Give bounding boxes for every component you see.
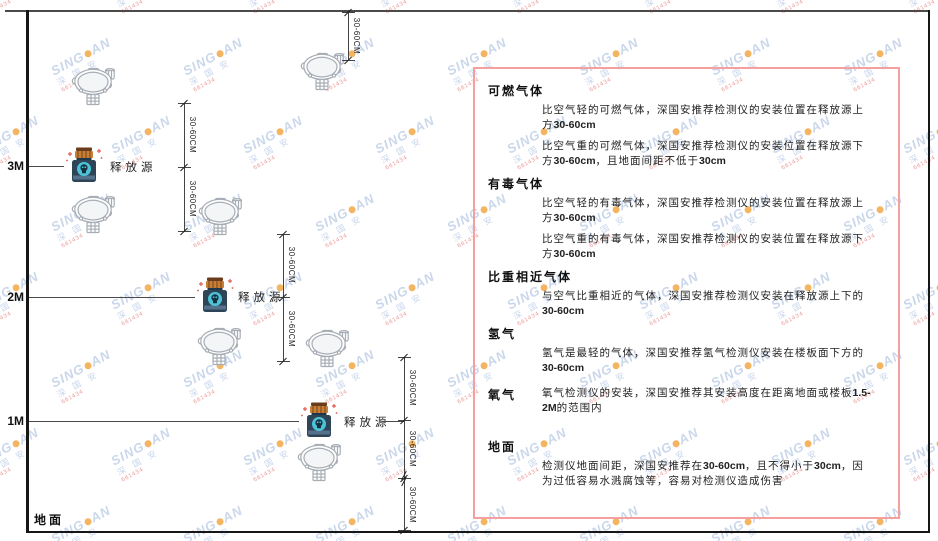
- release-source-label: 释放源: [238, 290, 285, 304]
- text-segment: 30cm: [699, 155, 726, 167]
- gas-detector-icon: [196, 324, 242, 370]
- text-segment: 30-60cm: [553, 155, 596, 167]
- right-border-line: [928, 10, 930, 533]
- text-segment: 30-60cm: [542, 362, 585, 374]
- text-segment: 1.5-2M: [542, 387, 871, 414]
- dimension-line: [348, 12, 349, 60]
- info-panel-content: 可燃气体 比空气轻的可燃气体，深国安推荐检测仪的安装位置在释放源上方30-60cm…: [475, 69, 898, 489]
- panel-paragraph: 比空气轻的可燃气体，深国安推荐检测仪的安装位置在释放源上方30-60cm: [542, 103, 872, 133]
- text-segment: 比空气轻的有毒气体，深国安推荐检测仪的安装位置在释放源上方: [542, 197, 864, 224]
- dimension-label: 30-60CM: [287, 310, 296, 348]
- text-segment: 30-60cm: [542, 305, 585, 317]
- dimension-line: [404, 357, 405, 531]
- panel-section: 氢气氢气是最轻的气体，深国安推荐氢气检测仪安装在楼板面下方的 30-60cm: [488, 325, 886, 376]
- text-segment: 氧气检测仪的安装，深国安推荐其安装高度在距离地面或楼板: [542, 387, 853, 399]
- gas-detector-icon: [70, 192, 116, 238]
- dimension-label: 30-60CM: [188, 116, 197, 154]
- gas-detector-icon: [70, 64, 116, 110]
- text-segment: 比空气重的有毒气体，深国安推荐检测仪的安装位置在释放源下方: [542, 233, 864, 260]
- leader-line: [382, 421, 404, 422]
- panel-section-heading: 可燃气体: [488, 84, 545, 98]
- height-marker-line: [29, 421, 299, 422]
- panel-section-heading: 氢气: [488, 327, 517, 341]
- wall-line: [26, 10, 29, 533]
- panel-paragraph: 氢气是最轻的气体，深国安推荐氢气检测仪安装在楼板面下方的 30-60cm: [542, 346, 872, 376]
- gas-detector-icon: [304, 326, 350, 372]
- gas-detector-icon: [299, 49, 345, 95]
- panel-paragraph: 检测仪地面间距，深国安推荐在30-60cm，且不得小于30cm，因为过低容易水溅…: [542, 459, 872, 489]
- panel-section-heading: 地面: [488, 440, 517, 454]
- dimension-label: 30-60CM: [408, 486, 417, 524]
- text-segment: 30-60cm: [703, 460, 746, 472]
- panel-section-heading: 比重相近气体: [488, 270, 573, 284]
- release-source-icon: [195, 276, 235, 320]
- panel-section-heading: 有毒气体: [488, 177, 545, 191]
- text-segment: 30-60cm: [553, 119, 596, 131]
- text-segment: 30-60cm: [553, 212, 596, 224]
- info-panel: 可燃气体 比空气轻的可燃气体，深国安推荐检测仪的安装位置在释放源上方30-60cm…: [473, 67, 900, 519]
- text-segment: 氢气是最轻的气体，深国安推荐氢气检测仪安装在楼板面下方的: [542, 347, 864, 359]
- dimension-label: 30-60CM: [408, 369, 417, 407]
- panel-section-heading: 氧气: [488, 388, 517, 402]
- height-marker-line: [29, 166, 64, 167]
- dimension-label: 30-60CM: [287, 246, 296, 284]
- panel-paragraph: 比空气重的可燃气体，深国安推荐检测仪的安装位置在释放源下方30-60cm，且地面…: [542, 139, 872, 169]
- panel-paragraph: 比空气轻的有毒气体，深国安推荐检测仪的安装位置在释放源上方30-60cm: [542, 196, 872, 226]
- release-source-icon: [64, 146, 104, 190]
- ground-label: 地面: [34, 513, 65, 527]
- text-segment: ，因为过低容易水溅腐蚀等，容易对检测仪造成伤害: [542, 460, 864, 487]
- dimension-label: 30-60CM: [408, 430, 417, 468]
- release-source-label: 释放源: [344, 415, 391, 429]
- text-segment: 的范围内: [556, 402, 603, 414]
- panel-paragraph: 与空气比重相近的气体，深国安推荐检测仪安装在释放源上下的 30-60cm: [542, 289, 872, 319]
- text-segment: 比空气重的可燃气体，深国安推荐检测仪的安装位置在释放源下方: [542, 140, 864, 167]
- text-segment: 30-60cm: [553, 248, 596, 260]
- release-source-icon: [299, 401, 339, 445]
- text-segment: 检测仪地面间距，深国安推荐在: [542, 460, 703, 472]
- panel-section: 氧气 氧气检测仪的安装，深国安推荐其安装高度在距离地面或楼板1.5-2M的范围内: [488, 382, 886, 422]
- text-segment: ，且不得小于: [745, 460, 815, 472]
- text-segment: ，且地面间距不低于: [595, 155, 700, 167]
- text-segment: 比空气轻的可燃气体，深国安推荐检测仪的安装位置在释放源上方: [542, 104, 864, 131]
- gas-detector-icon: [296, 440, 342, 486]
- release-source-label: 释放源: [110, 160, 157, 174]
- panel-section: 比重相近气体与空气比重相近的气体，深国安推荐检测仪安装在释放源上下的 30-60c…: [488, 268, 886, 319]
- ceiling-line: [5, 10, 930, 12]
- height-marker-label: 1M: [7, 414, 24, 428]
- gas-detector-icon: [197, 194, 243, 240]
- panel-paragraph: 氧气检测仪的安装，深国安推荐其安装高度在距离地面或楼板1.5-2M的范围内: [542, 386, 872, 416]
- text-segment: 与空气比重相近的气体，深国安推荐检测仪安装在释放源上下的: [542, 290, 864, 302]
- dimension-label: 30-60CM: [188, 180, 197, 218]
- panel-paragraph: 比空气重的有毒气体，深国安推荐检测仪的安装位置在释放源下方30-60cm: [542, 232, 872, 262]
- panel-section: 有毒气体 比空气轻的有毒气体，深国安推荐检测仪的安装位置在释放源上方30-60cm…: [488, 175, 886, 262]
- text-segment: 30cm: [814, 460, 841, 472]
- panel-section: 可燃气体 比空气轻的可燃气体，深国安推荐检测仪的安装位置在释放源上方30-60cm…: [488, 82, 886, 169]
- floor-line: [26, 531, 930, 533]
- height-marker-label: 2M: [7, 290, 24, 304]
- panel-section: 地面检测仪地面间距，深国安推荐在30-60cm，且不得小于30cm，因为过低容易…: [488, 438, 886, 489]
- dimension-label: 30-60CM: [352, 17, 361, 55]
- height-marker-line: [29, 297, 195, 298]
- height-marker-label: 3M: [7, 159, 24, 173]
